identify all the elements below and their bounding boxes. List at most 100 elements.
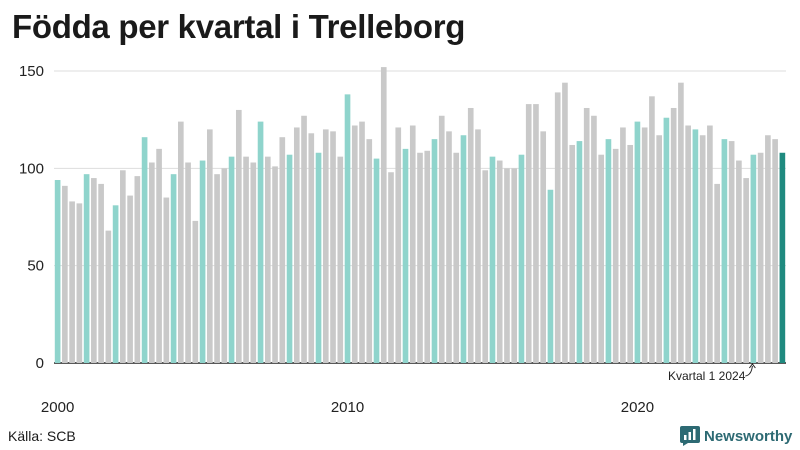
bar: [417, 152, 423, 363]
y-tick-label: 0: [36, 355, 44, 372]
bar: [562, 82, 568, 364]
bar: [402, 148, 409, 363]
bar: [656, 135, 662, 363]
bar: [373, 158, 380, 363]
bar: [127, 195, 133, 363]
y-tick-label: 50: [27, 258, 44, 275]
bar: [62, 185, 68, 363]
bar: [214, 174, 220, 363]
bar: [192, 220, 199, 363]
bar: [533, 104, 539, 363]
bar: [453, 152, 460, 363]
source-note: Källa: SCB: [8, 428, 76, 444]
bar: [569, 144, 576, 363]
bar: [257, 121, 264, 363]
bar: [424, 150, 431, 363]
bar: [460, 135, 467, 363]
bar: [431, 139, 438, 363]
bar: [366, 139, 373, 363]
bar: [707, 125, 713, 363]
bar: [591, 115, 597, 364]
annotation: Kvartal 1 2024: [668, 363, 756, 383]
bar: [518, 154, 525, 363]
x-tick-label: 2020: [621, 399, 654, 416]
bar: [496, 160, 503, 363]
bar: [134, 176, 141, 363]
bar: [547, 189, 554, 363]
bar: [511, 168, 518, 363]
bar: [714, 183, 720, 363]
annotation-arrow: [745, 363, 756, 377]
bar: [330, 131, 336, 363]
chart-title: Födda per kvartal i Trelleborg: [12, 8, 466, 45]
bar: [612, 148, 619, 363]
bar: [178, 121, 184, 363]
bar: [54, 180, 61, 363]
bar: [678, 82, 684, 364]
bar: [772, 139, 778, 363]
bar: [583, 107, 590, 364]
bar: [721, 139, 728, 363]
bar: [438, 115, 445, 364]
bar: [293, 127, 300, 363]
bar: [627, 144, 633, 363]
bar: [359, 121, 365, 363]
bar: [344, 94, 351, 364]
bar: [765, 135, 771, 363]
x-axis: 2000 2010 2020: [41, 399, 654, 416]
bar: [264, 156, 271, 363]
bar: [228, 156, 235, 363]
bar: [779, 152, 786, 363]
bar: [685, 125, 691, 363]
y-axis: 0 50 100 150: [19, 63, 44, 372]
bar: [670, 107, 677, 364]
bar: [605, 139, 612, 363]
bar: [185, 162, 191, 363]
bar: [112, 205, 119, 363]
bar: [743, 178, 749, 363]
bar: [475, 129, 481, 363]
y-tick-label: 150: [19, 63, 44, 80]
bar: [221, 168, 228, 363]
bar: [207, 129, 213, 363]
bar: [692, 129, 699, 363]
bar-chart-logo-icon: [680, 426, 700, 446]
x-tick-label: 2010: [331, 399, 364, 416]
bar: [69, 201, 75, 363]
bar: [322, 129, 329, 363]
bar: [98, 183, 104, 363]
x-tick-label: 2000: [41, 399, 74, 416]
bar: [141, 137, 148, 363]
bar: [388, 172, 394, 363]
annotation-label: Kvartal 1 2024: [668, 369, 746, 383]
bar: [315, 152, 322, 363]
bar: [308, 133, 315, 363]
bar: [120, 170, 126, 363]
bar: [728, 141, 735, 363]
bar: [620, 127, 626, 363]
bar: [163, 197, 170, 363]
bar: [380, 67, 387, 364]
bar: [337, 156, 344, 363]
brand-logo: Newsworthy: [680, 426, 792, 446]
bar: [91, 178, 97, 363]
bar: [351, 125, 358, 363]
bar: [105, 230, 112, 363]
bar: [750, 154, 757, 363]
bar: [301, 115, 307, 364]
bar: [482, 170, 489, 363]
bar: [576, 141, 583, 363]
bar: [699, 135, 706, 363]
bar: [149, 162, 155, 363]
bar: [525, 104, 532, 363]
bar: [540, 131, 547, 363]
bar: [235, 109, 242, 364]
bar: [489, 156, 496, 363]
bar: [76, 203, 83, 363]
bar: [170, 174, 177, 363]
bar: [446, 131, 452, 363]
bar: [250, 162, 257, 363]
bar: [736, 160, 742, 363]
